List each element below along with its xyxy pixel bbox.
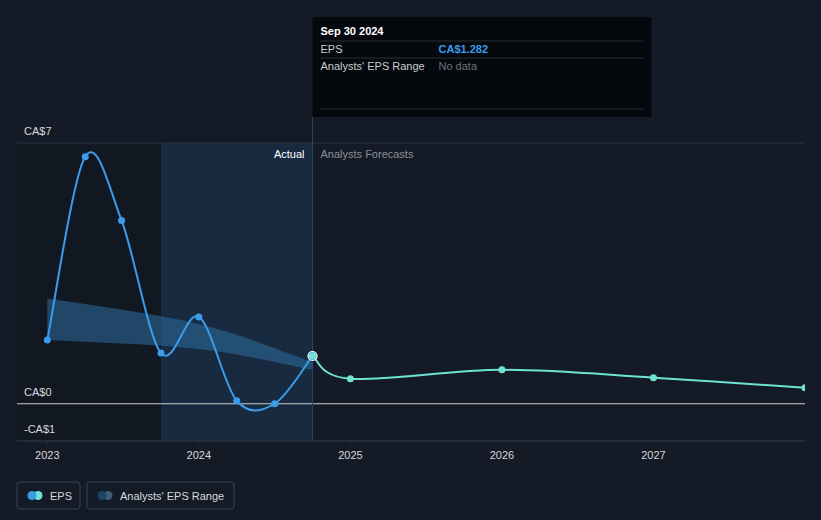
forecast-label: Analysts Forecasts [321, 148, 414, 160]
last-year-region [161, 143, 313, 441]
x-tick-label: 2025 [338, 449, 362, 461]
x-tick [350, 441, 351, 444]
eps-line [47, 152, 312, 410]
tooltip-value: No data [439, 60, 478, 72]
x-tick [47, 441, 48, 444]
eps-point [308, 351, 317, 360]
legend-swatch [98, 491, 107, 500]
grid-line [17, 403, 805, 404]
tooltip-title: Sep 30 2024 [321, 25, 385, 37]
eps-point [802, 384, 806, 391]
x-tick [501, 441, 502, 444]
eps-point [347, 375, 354, 382]
tooltip: Sep 30 2024 EPS CA$1.282 Analysts' EPS Rang… [313, 17, 652, 117]
eps-point [498, 366, 505, 373]
eps-line [313, 356, 806, 388]
tooltip-separator [321, 109, 644, 110]
background [0, 0, 821, 520]
tooltip-separator [321, 41, 644, 42]
eps-point [233, 397, 240, 404]
x-tick [653, 441, 654, 444]
now-divider [312, 117, 313, 441]
eps-point [157, 350, 164, 357]
grid-line [17, 441, 805, 442]
tooltip-box [313, 17, 652, 117]
tooltip-value: CA$1.282 [439, 43, 489, 55]
eps-point [82, 153, 89, 160]
chart: -CA$1 CA$0 CA$7 2023 2024 2025 2026 2027 Actual A… [0, 0, 821, 520]
eps-point [118, 217, 125, 224]
x-tick [198, 441, 199, 444]
past-region [17, 143, 161, 441]
legend-box [17, 482, 80, 509]
plot-area [44, 152, 805, 410]
eps-point [309, 352, 316, 359]
y-tick-label: -CA$1 [24, 423, 55, 435]
tooltip-label: EPS [321, 43, 343, 55]
x-tick-label: 2027 [641, 449, 665, 461]
grid-line [17, 143, 805, 144]
x-tick-label: 2024 [187, 449, 211, 461]
x-tick-label: 2023 [35, 449, 59, 461]
eps-point [195, 313, 202, 320]
actual-label: Actual [274, 148, 305, 160]
eps-point [650, 374, 657, 381]
eps-point [44, 337, 51, 344]
x-tick-label: 2026 [490, 449, 514, 461]
tooltip-label: Analysts' EPS Range [321, 60, 425, 72]
legend-swatch [28, 491, 37, 500]
analyst-range [47, 298, 312, 370]
legend-label: Analysts' EPS Range [120, 490, 224, 502]
y-tick-label: CA$7 [24, 125, 52, 137]
legend: EPS Analysts' EPS Range [17, 482, 234, 509]
legend-box [87, 482, 234, 509]
tooltip-separator [321, 58, 644, 59]
x-axis [17, 441, 805, 442]
legend-label: EPS [50, 490, 72, 502]
y-tick-label: CA$0 [24, 386, 52, 398]
eps-point [271, 400, 278, 407]
